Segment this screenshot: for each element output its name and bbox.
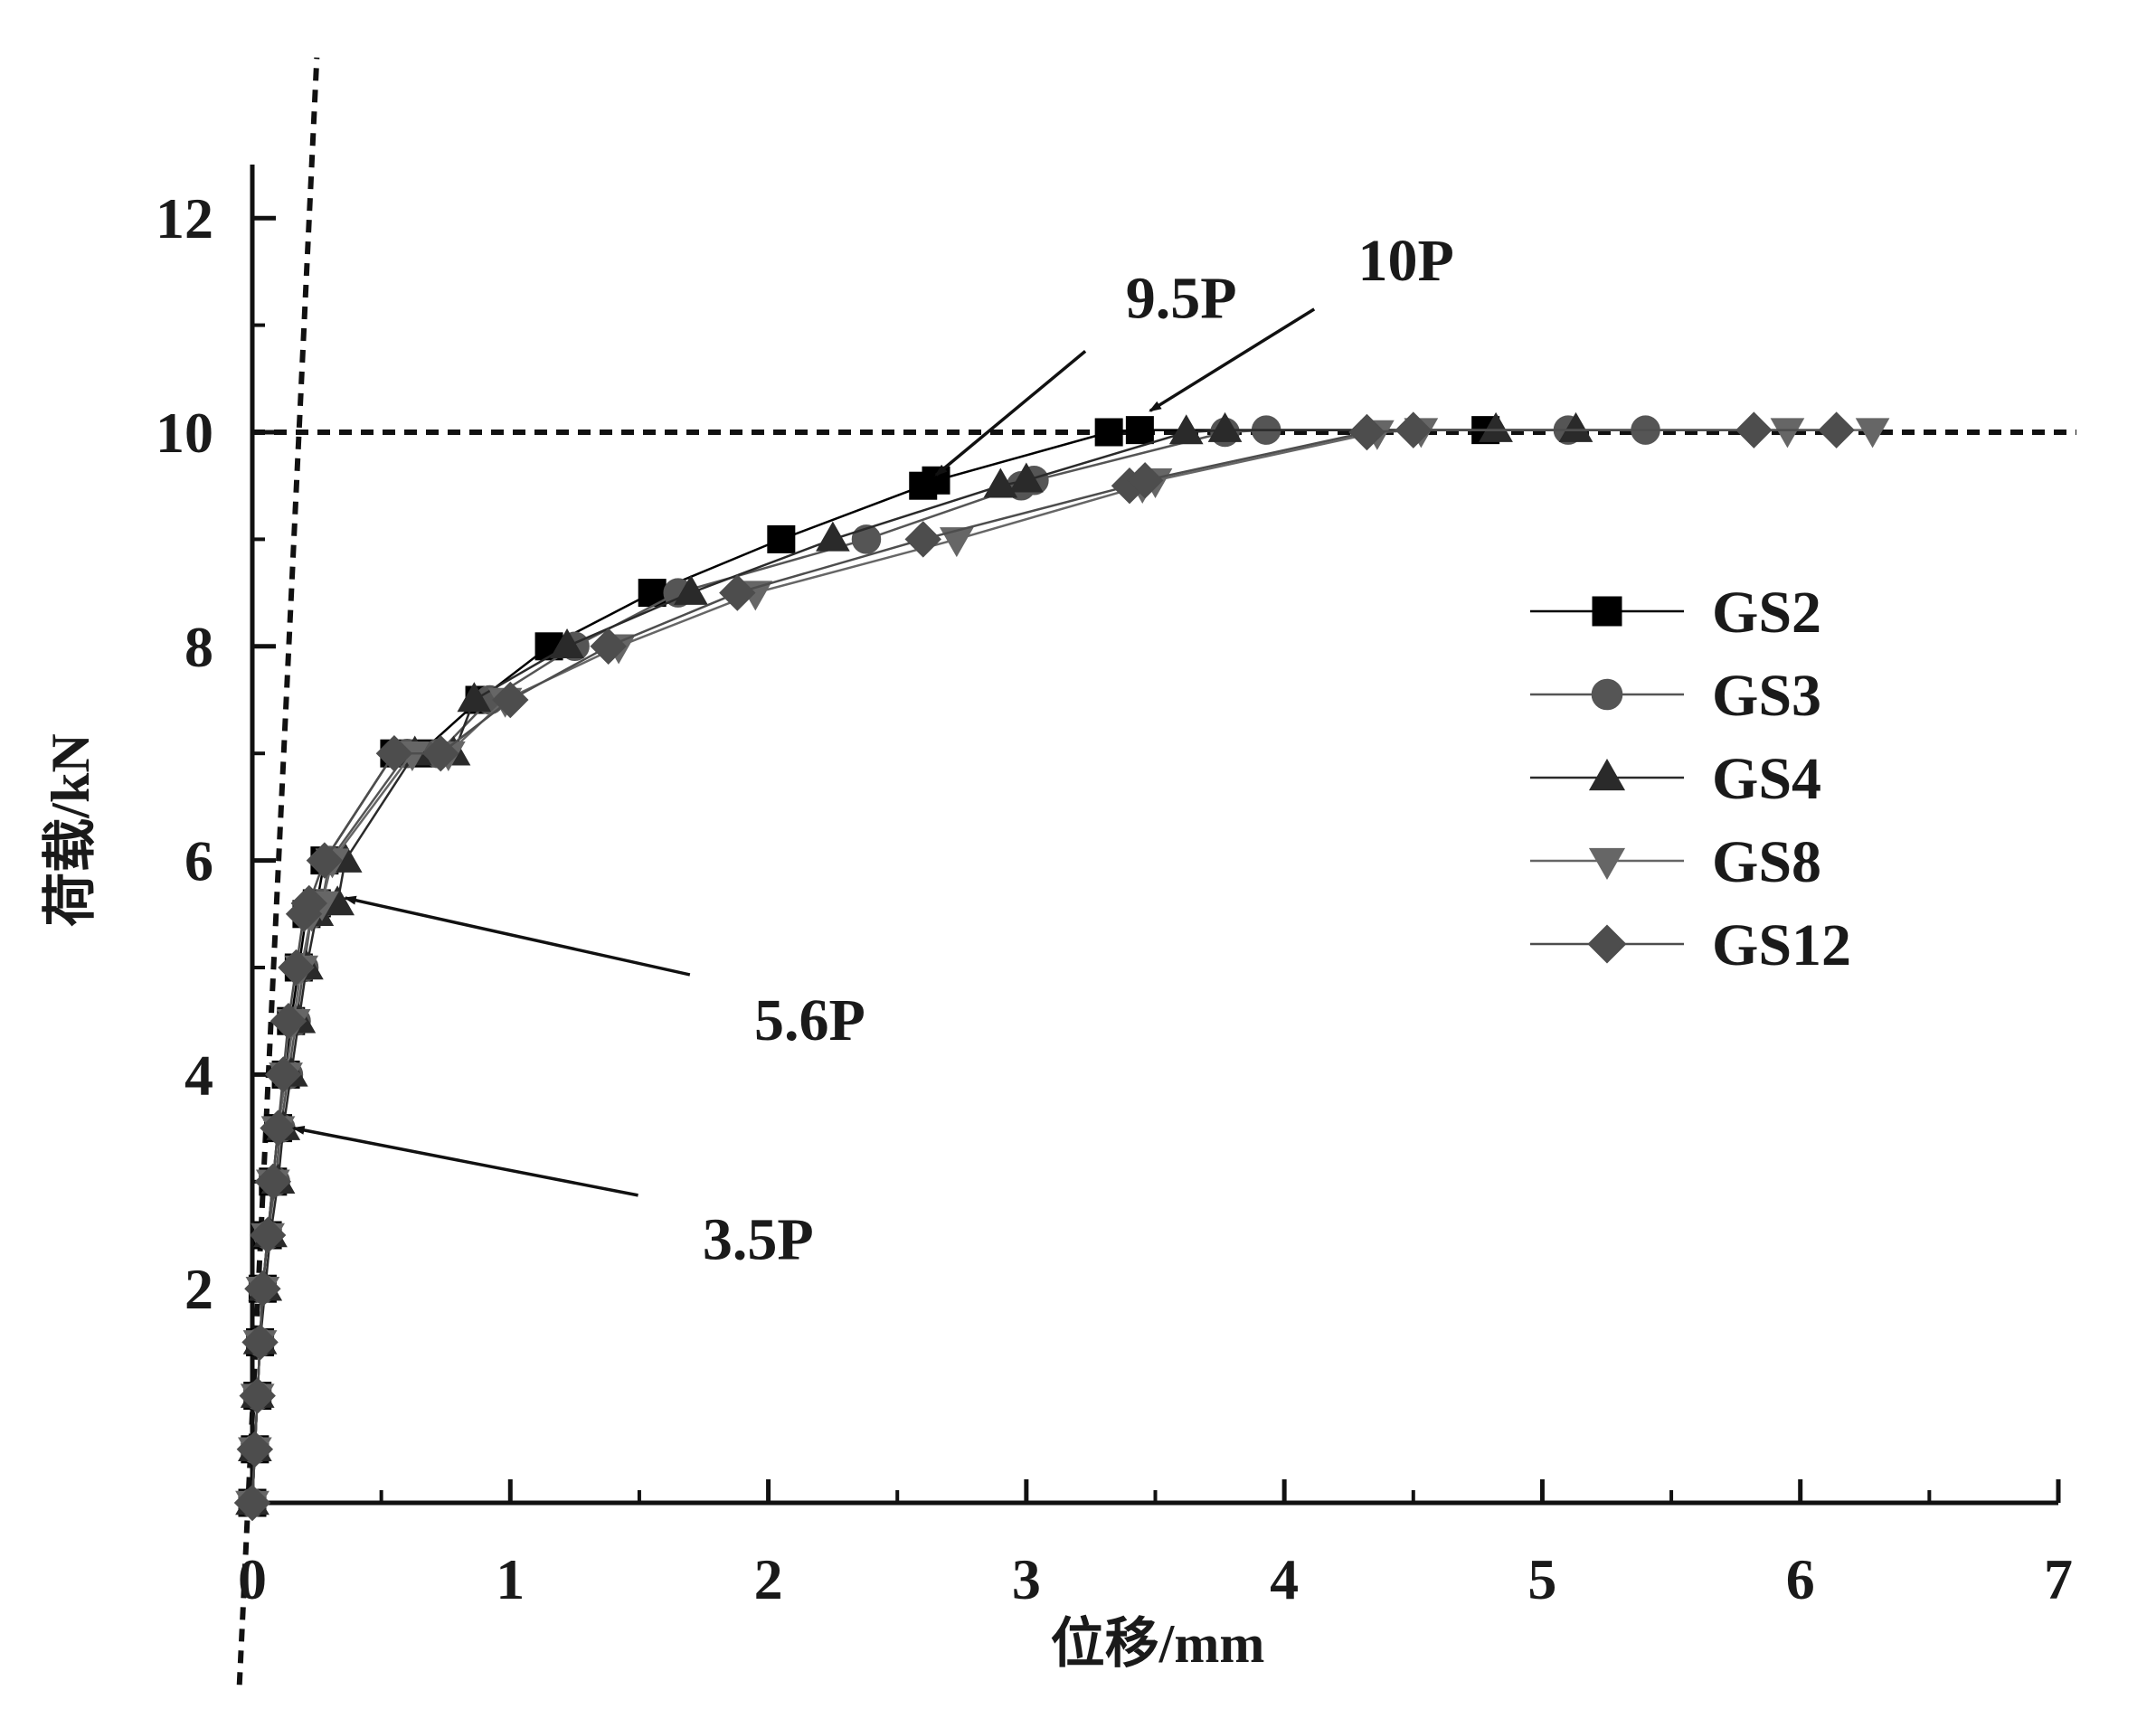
- data-point: [270, 1002, 307, 1040]
- data-point: [1207, 411, 1243, 442]
- y-tick-label: 4: [184, 1043, 213, 1107]
- legend-marker: [1592, 596, 1622, 627]
- legend-label: GS3: [1712, 663, 1821, 729]
- series-GS3: [237, 415, 1660, 1518]
- data-point: [1558, 411, 1593, 442]
- legend: GS2 GS3 GS4 GS8 GS12: [1530, 580, 1851, 978]
- data-point: [236, 1430, 274, 1468]
- legend-label: GS4: [1712, 746, 1821, 812]
- legend-label: GS2: [1712, 580, 1821, 646]
- data-point: [422, 734, 459, 772]
- annotation-arrow: [343, 895, 691, 977]
- data-point: [816, 521, 850, 552]
- x-tick-label: 1: [496, 1547, 525, 1611]
- data-point: [851, 524, 882, 554]
- data-point: [265, 1056, 302, 1093]
- data-point: [922, 466, 950, 495]
- legend-item-GS3: GS3: [1530, 663, 1821, 729]
- x-tick-label: 3: [1012, 1547, 1041, 1611]
- y-tick-label: 8: [184, 615, 213, 679]
- data-point: [1479, 411, 1513, 442]
- data-point: [983, 467, 1018, 498]
- data-point: [1126, 462, 1164, 499]
- data-point: [1855, 418, 1890, 448]
- series-GS8: [235, 418, 1890, 1521]
- x-axis-title: 位移/mm: [1051, 1614, 1265, 1674]
- annotation-arrow: [1149, 307, 1316, 412]
- x-tick-label: 7: [2044, 1547, 2073, 1611]
- data-point: [254, 1163, 292, 1201]
- data-point: [290, 884, 327, 922]
- legend-marker: [1591, 678, 1623, 711]
- data-point: [260, 1109, 297, 1147]
- x-tick-label: 2: [754, 1547, 783, 1611]
- data-point: [1168, 414, 1204, 445]
- data-point: [375, 734, 413, 772]
- data-point: [249, 1216, 287, 1254]
- legend-item-GS8: GS8: [1530, 829, 1821, 895]
- data-point: [1818, 411, 1855, 448]
- data-point: [939, 527, 974, 558]
- annotation-label: 5.6P: [754, 987, 865, 1053]
- y-tick-label: 6: [184, 829, 213, 893]
- data-point: [590, 628, 627, 666]
- series-line: [251, 429, 1486, 1504]
- series-GS4: [235, 411, 1593, 1515]
- series-line: [251, 429, 1837, 1504]
- legend-item-GS12: GS12: [1530, 912, 1851, 978]
- y-axis-title: 荷载/kN: [41, 733, 100, 926]
- x-tick-label: 4: [1270, 1547, 1299, 1611]
- data-point: [1094, 418, 1123, 447]
- annotation-label: 3.5P: [703, 1206, 814, 1272]
- y-tick-label: 12: [156, 186, 213, 250]
- annotation-label: 10P: [1357, 228, 1453, 294]
- legend-item-GS4: GS4: [1530, 746, 1821, 812]
- series-GS12: [233, 411, 1855, 1522]
- data-point: [767, 524, 796, 553]
- legend-item-GS2: GS2: [1530, 580, 1821, 646]
- data-point: [492, 681, 529, 719]
- x-tick-label: 6: [1786, 1547, 1815, 1611]
- data-point: [550, 628, 584, 659]
- data-point: [674, 574, 708, 605]
- series-line: [251, 429, 1873, 1504]
- data-point: [904, 521, 941, 558]
- data-point: [1735, 411, 1773, 448]
- y-tick-label: 2: [184, 1257, 213, 1321]
- annotation-arrow: [934, 349, 1087, 477]
- legend-label: GS8: [1712, 829, 1821, 895]
- legend-marker: [1588, 758, 1626, 791]
- annotation-label: 9.5P: [1126, 266, 1237, 332]
- data-series: [233, 411, 1890, 1522]
- data-point: [278, 949, 315, 987]
- data-point: [1770, 418, 1805, 448]
- legend-label: GS12: [1712, 912, 1851, 978]
- series-GS2: [238, 416, 1500, 1517]
- data-point: [1008, 462, 1044, 493]
- data-point: [306, 842, 344, 879]
- data-point: [1348, 413, 1385, 451]
- legend-marker: [1588, 847, 1626, 881]
- data-point: [241, 1324, 279, 1361]
- legend-marker: [1587, 924, 1627, 964]
- data-point: [233, 1484, 271, 1522]
- data-point: [239, 1377, 276, 1414]
- annotations: 9.5P 10P 5.6P 3.5P: [291, 228, 1454, 1272]
- y-tick-label: 10: [156, 401, 213, 465]
- x-tick-label: 0: [238, 1547, 267, 1611]
- data-point: [719, 574, 756, 611]
- data-point: [1395, 411, 1432, 448]
- series-line: [251, 429, 1646, 1504]
- data-point: [1125, 416, 1154, 445]
- x-tick-label: 5: [1527, 1547, 1556, 1611]
- data-point: [457, 682, 492, 713]
- data-point: [244, 1270, 281, 1308]
- annotation-arrow: [291, 1125, 638, 1197]
- series-line: [251, 429, 1576, 1504]
